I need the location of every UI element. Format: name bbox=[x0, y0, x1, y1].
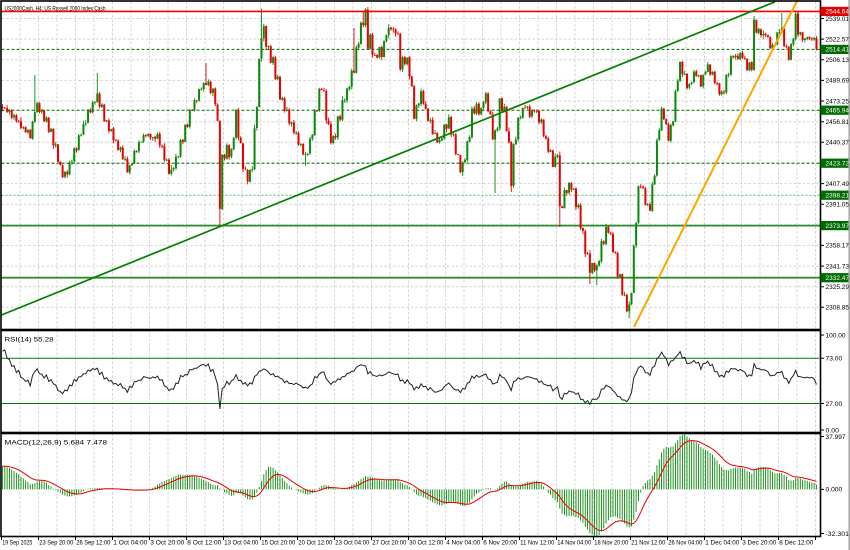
svg-text:2514.41: 2514.41 bbox=[826, 47, 850, 54]
svg-text:2506.13: 2506.13 bbox=[826, 57, 850, 64]
svg-text:73.00: 73.00 bbox=[826, 356, 843, 363]
svg-text:2522.57: 2522.57 bbox=[826, 36, 850, 43]
svg-text:2456.81: 2456.81 bbox=[826, 119, 850, 126]
svg-text:26 Nov 04:00: 26 Nov 04:00 bbox=[668, 540, 702, 547]
svg-text:US2000Cash, H4: US Russell 20: US2000Cash, H4: US Russell 2000 Index Ca… bbox=[5, 6, 106, 13]
svg-text:14 Nov 04:00: 14 Nov 04:00 bbox=[557, 540, 591, 547]
svg-text:37.997: 37.997 bbox=[826, 434, 846, 441]
svg-text:8 Dec 12:00: 8 Dec 12:00 bbox=[779, 540, 813, 547]
svg-text:2398.21: 2398.21 bbox=[826, 193, 850, 200]
svg-text:0.000: 0.000 bbox=[826, 487, 843, 494]
svg-text:2423.72: 2423.72 bbox=[826, 161, 850, 168]
svg-text:8 Oct 12:00: 8 Oct 12:00 bbox=[187, 540, 222, 547]
svg-text:27.00: 27.00 bbox=[826, 401, 843, 408]
svg-text:27 Oct 20:00: 27 Oct 20:00 bbox=[372, 540, 406, 547]
svg-text:30 Oct 12:00: 30 Oct 12:00 bbox=[409, 540, 443, 547]
svg-text:18 Nov 20:00: 18 Nov 20:00 bbox=[594, 540, 628, 547]
svg-text:2373.97: 2373.97 bbox=[826, 223, 850, 230]
svg-text:2308.85: 2308.85 bbox=[826, 305, 850, 312]
svg-text:1 Oct 04:00: 1 Oct 04:00 bbox=[113, 540, 148, 547]
svg-text:15 Oct 20:00: 15 Oct 20:00 bbox=[261, 540, 295, 547]
svg-text:2489.69: 2489.69 bbox=[826, 78, 850, 85]
svg-text:3 Oct 20:00: 3 Oct 20:00 bbox=[150, 540, 185, 547]
svg-text:2391.05: 2391.05 bbox=[826, 202, 850, 209]
svg-text:26 Sep 12:00: 26 Sep 12:00 bbox=[76, 540, 110, 547]
svg-text:21 Nov 12:00: 21 Nov 12:00 bbox=[631, 540, 665, 547]
svg-text:2544.64: 2544.64 bbox=[826, 9, 850, 16]
svg-text:3 Dec 20:00: 3 Dec 20:00 bbox=[742, 540, 776, 547]
svg-text:6 Nov 20:00: 6 Nov 20:00 bbox=[483, 540, 517, 547]
svg-text:2332.47: 2332.47 bbox=[826, 275, 850, 282]
svg-text:RSI(14) 55.28: RSI(14) 55.28 bbox=[5, 337, 55, 344]
svg-text:23 Oct 04:00: 23 Oct 04:00 bbox=[335, 540, 369, 547]
svg-text:4 Nov 04:00: 4 Nov 04:00 bbox=[446, 540, 480, 547]
svg-text:100.00: 100.00 bbox=[826, 332, 846, 339]
svg-text:2341.73: 2341.73 bbox=[826, 263, 850, 270]
svg-text:0.00: 0.00 bbox=[826, 427, 840, 434]
svg-text:11 Nov 12:00: 11 Nov 12:00 bbox=[520, 540, 554, 547]
svg-text:2465.94: 2465.94 bbox=[826, 108, 850, 115]
svg-text:2358.17: 2358.17 bbox=[826, 243, 850, 250]
svg-text:2440.37: 2440.37 bbox=[826, 140, 850, 147]
svg-text:-32.301: -32.301 bbox=[826, 531, 850, 538]
svg-text:2407.49: 2407.49 bbox=[826, 181, 850, 188]
svg-text:2325.29: 2325.29 bbox=[826, 284, 850, 291]
svg-text:2539.01: 2539.01 bbox=[826, 16, 850, 23]
svg-text:MACD(12,26,9) 5.684 7.478: MACD(12,26,9) 5.684 7.478 bbox=[5, 440, 108, 447]
svg-text:13 Oct 04:00: 13 Oct 04:00 bbox=[224, 540, 258, 547]
svg-text:20 Oct 12:00: 20 Oct 12:00 bbox=[298, 540, 332, 547]
svg-text:1 Dec 04:00: 1 Dec 04:00 bbox=[705, 540, 739, 547]
svg-text:23 Sep 20:00: 23 Sep 20:00 bbox=[39, 540, 73, 547]
svg-text:2473.25: 2473.25 bbox=[826, 98, 850, 105]
svg-text:19 Sep 2025: 19 Sep 2025 bbox=[2, 540, 32, 547]
